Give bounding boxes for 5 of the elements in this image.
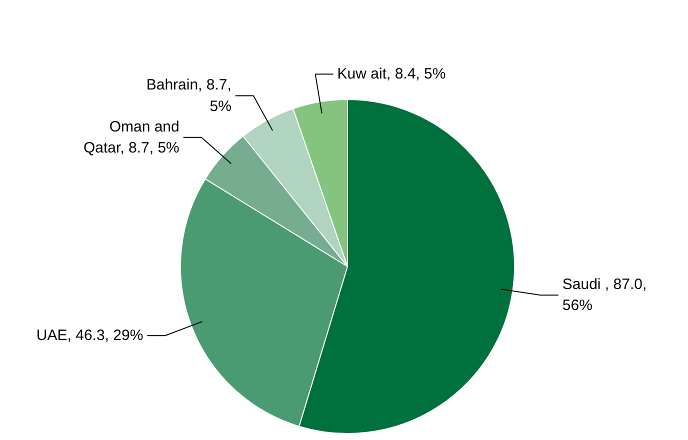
slice-label: UAE, 46.3, 29%: [36, 327, 144, 344]
slice-label: Oman and Qatar, 8.7, 5%: [83, 118, 180, 157]
slice-label: Saudi , 87.0, 56%: [562, 276, 647, 314]
slice-label: Kuw ait, 8.4, 5%: [337, 66, 446, 83]
slice-label: Bahrain, 8.7, 5%: [146, 76, 232, 115]
